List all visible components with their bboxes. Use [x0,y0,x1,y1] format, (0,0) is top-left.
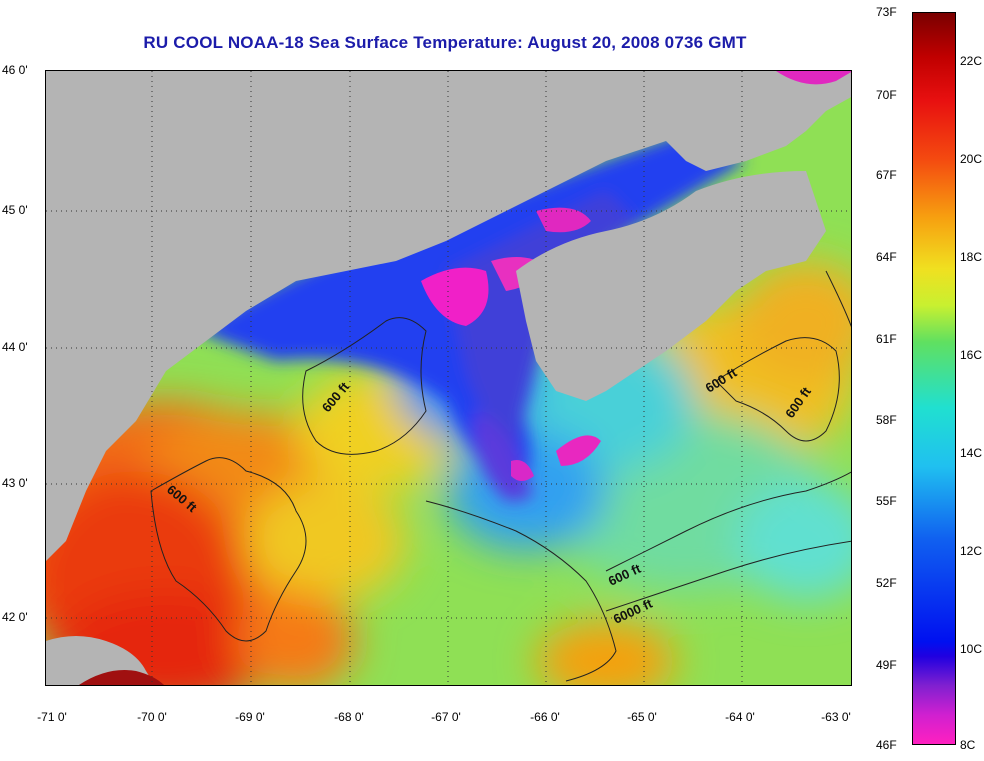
cold-patch [421,267,489,326]
colorbar-fahrenheit-label: 64F [876,250,897,264]
cold-patch [776,71,851,85]
colorbar-celsius-label: 18C [960,250,983,264]
cold-patch [556,435,601,466]
sst-map: 600 ft 600 ft 600 ft 600 ft 600 ft 6000 … [45,70,852,686]
depth-contours [150,270,851,682]
temperature-colorbar [912,12,956,745]
longitude-label: -64 0' [725,710,755,724]
longitude-label: -66 0' [530,710,560,724]
colorbar-fahrenheit-label: 70F [876,88,897,102]
warm-coastal-water [79,670,165,685]
sst-map-canvas: 600 ft 600 ft 600 ft 600 ft 600 ft 6000 … [46,71,851,685]
latitude-label: 43 0' [2,476,28,490]
cold-patch [511,460,534,481]
longitude-label: -70 0' [137,710,167,724]
colorbar-celsius-label: 12C [960,544,983,558]
colorbar-fahrenheit-label: 58F [876,413,897,427]
longitude-label: -63 0' [821,710,851,724]
colorbar-fahrenheit-label: 49F [876,658,897,672]
colorbar-celsius-label: 10C [960,642,983,656]
land-mainland [46,71,851,561]
longitude-label: -68 0' [334,710,364,724]
longitude-label: -71 0' [37,710,67,724]
colorbar-fahrenheit-label: 52F [876,576,897,590]
latitude-label: 42 0' [2,610,28,624]
latitude-label: 45 0' [2,203,28,217]
land-nova-scotia [516,171,826,401]
longitude-label: -65 0' [627,710,657,724]
colorbar-celsius-label: 8C [960,738,976,752]
latitude-label: 46 0' [2,63,28,77]
colorbar-celsius-label: 20C [960,152,983,166]
colorbar-celsius-label: 16C [960,348,983,362]
colorbar-fahrenheit-label: 46F [876,738,897,752]
colorbar-fahrenheit-label: 61F [876,332,897,346]
longitude-label: -69 0' [235,710,265,724]
colorbar-fahrenheit-label: 73F [876,5,897,19]
colorbar-celsius-label: 14C [960,446,983,460]
cold-patch [536,207,591,233]
colorbar-fahrenheit-label: 67F [876,168,897,182]
map-title: RU COOL NOAA-18 Sea Surface Temperature:… [143,33,747,52]
longitude-label: -67 0' [431,710,461,724]
latitude-label: 44 0' [2,340,28,354]
colorbar-celsius-label: 22C [960,54,983,68]
colorbar-fahrenheit-label: 55F [876,494,897,508]
